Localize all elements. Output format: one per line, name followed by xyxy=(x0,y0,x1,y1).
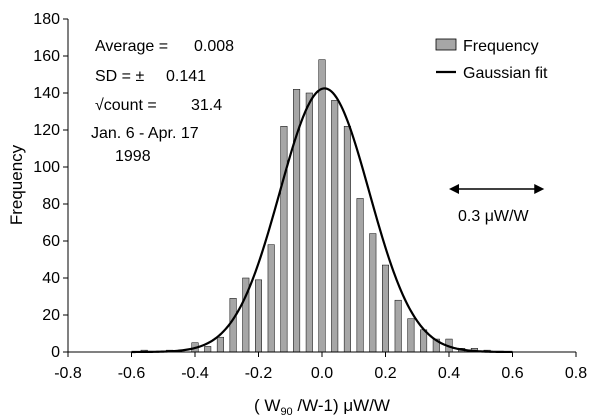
legend-bar-label: Frequency xyxy=(463,38,539,55)
x-tick-label: -0.8 xyxy=(54,365,82,382)
count-value: 31.4 xyxy=(191,97,222,114)
y-tick-label: 180 xyxy=(33,11,60,28)
histogram-bar xyxy=(280,126,288,353)
y-tick-label: 80 xyxy=(42,196,60,213)
x-tick-label: -0.2 xyxy=(245,365,273,382)
legend-line-label: Gaussian fit xyxy=(463,65,548,82)
y-tick-label: 120 xyxy=(33,122,60,139)
y-axis-label: Frequency xyxy=(7,144,26,225)
x-ticks: -0.8 -0.6 -0.4 -0.2 0.0 0.2 0.4 0.6 0.8 xyxy=(54,352,587,382)
x-tick-label: 0.2 xyxy=(374,365,396,382)
histogram-bar xyxy=(204,346,212,353)
histogram-bar xyxy=(343,126,351,353)
y-tick-label: 60 xyxy=(42,233,60,250)
x-tick-label: -0.4 xyxy=(181,365,209,382)
histogram-bar xyxy=(331,100,339,353)
x-tick-label: 0.8 xyxy=(565,365,587,382)
histogram-bar xyxy=(382,264,389,353)
histogram-bar xyxy=(216,336,224,353)
histogram-bar xyxy=(255,279,262,353)
y-tick-label: 140 xyxy=(33,85,60,102)
histogram-bars xyxy=(140,59,491,353)
y-tick-label: 100 xyxy=(33,159,60,176)
average-value: 0.008 xyxy=(194,38,234,55)
histogram-bar xyxy=(267,244,275,353)
y-tick-label: 0 xyxy=(51,344,60,361)
histogram-bar xyxy=(394,299,402,353)
x-axis-label: ( W90 /W-1) μW/W xyxy=(254,396,390,418)
histogram-bar xyxy=(407,318,415,353)
stats-annotation: Average = 0.008 SD = ± 0.141 √count = 31… xyxy=(91,38,234,165)
x-tick-label: -0.6 xyxy=(118,365,146,382)
y-tick-label: 160 xyxy=(33,48,60,65)
histogram-bar xyxy=(318,59,326,353)
y-tick-label: 40 xyxy=(42,270,60,287)
scale-arrowhead-left xyxy=(449,184,459,194)
legend-bar-swatch xyxy=(435,38,457,51)
x-label-subscript: 90 xyxy=(280,406,292,418)
x-label-prefix: ( W xyxy=(254,396,280,415)
sd-value: 0.141 xyxy=(166,68,206,85)
histogram-bar xyxy=(369,233,377,353)
histogram-bar xyxy=(229,298,237,353)
date-range: Jan. 6 - Apr. 17 xyxy=(91,125,199,142)
x-tick-label: 0.6 xyxy=(501,365,523,382)
count-label: √count = xyxy=(95,97,157,114)
y-tick-label: 20 xyxy=(42,307,60,324)
scale-label: 0.3 μW/W xyxy=(458,208,529,225)
x-tick-label: 0.4 xyxy=(438,365,460,382)
sd-label: SD = ± xyxy=(95,68,144,85)
x-label-suffix: /W-1) μW/W xyxy=(293,396,390,415)
scale-arrowhead-right xyxy=(534,184,545,194)
y-ticks: 0 20 40 60 80 100 120 140 160 180 xyxy=(33,11,68,361)
scale-indicator: 0.3 μW/W xyxy=(449,184,545,225)
x-tick-label: 0.0 xyxy=(311,365,333,382)
legend: Frequency Gaussian fit xyxy=(435,38,548,82)
histogram-bar xyxy=(305,92,313,353)
histogram-bar xyxy=(356,198,364,353)
gaussian-fit-line xyxy=(131,87,513,354)
average-label: Average = xyxy=(95,38,168,55)
year: 1998 xyxy=(115,148,151,165)
